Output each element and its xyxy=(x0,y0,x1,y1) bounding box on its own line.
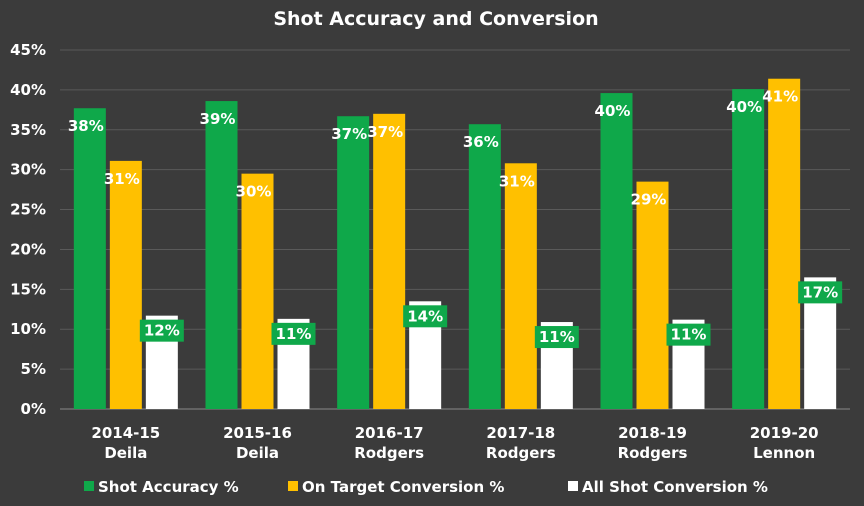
data-label: 37% xyxy=(367,123,403,141)
data-label: 30% xyxy=(236,183,272,201)
data-label-box xyxy=(798,281,843,304)
data-label: 12% xyxy=(144,322,180,340)
data-label: 40% xyxy=(595,102,631,120)
legend-swatch xyxy=(84,481,94,491)
legend-label: On Target Conversion % xyxy=(302,478,504,496)
y-tick-label: 45% xyxy=(10,41,46,59)
y-tick-label: 40% xyxy=(10,81,46,99)
data-label: 40% xyxy=(726,98,762,116)
legend-swatch xyxy=(568,481,578,491)
data-label: 37% xyxy=(331,125,367,143)
bar xyxy=(504,163,537,409)
y-tick-label: 30% xyxy=(10,161,46,179)
data-label: 38% xyxy=(68,117,104,135)
bar xyxy=(468,124,501,410)
data-label-box xyxy=(139,319,184,342)
data-label: 11% xyxy=(276,325,312,343)
data-label: 11% xyxy=(671,326,707,344)
data-label: 14% xyxy=(407,307,443,325)
bar xyxy=(109,160,142,409)
y-tick-label: 0% xyxy=(21,400,46,418)
chart-title: Shot Accuracy and Conversion xyxy=(273,8,598,30)
data-labels: 38% 31% 12% 39% 30% 11% 37% 37% 14% 36% 31% 11% 40% 2… xyxy=(68,88,843,349)
data-label-box xyxy=(534,326,579,349)
x-tick-label: 2016-17 xyxy=(355,424,424,442)
x-tick-label: Deila xyxy=(104,444,147,462)
legend: Shot Accuracy % On Target Conversion % All… xyxy=(84,478,768,496)
bar xyxy=(732,89,765,409)
x-tick-label: 2015-16 xyxy=(223,424,292,442)
legend-label: Shot Accuracy % xyxy=(98,478,239,496)
x-tick-label: 2018-19 xyxy=(618,424,687,442)
data-label: 31% xyxy=(499,172,535,190)
x-tick-label: Deila xyxy=(236,444,279,462)
data-label: 17% xyxy=(802,283,838,301)
y-tick-label: 15% xyxy=(10,280,46,298)
y-tick-label: 35% xyxy=(10,121,46,139)
x-tick-label: 2017-18 xyxy=(486,424,555,442)
x-tick-label: 2019-20 xyxy=(750,424,819,442)
bar xyxy=(636,181,669,409)
data-label: 39% xyxy=(200,110,236,128)
x-tick-label: Rodgers xyxy=(618,444,688,462)
bar xyxy=(337,116,370,410)
data-label: 11% xyxy=(539,328,575,346)
bar xyxy=(600,93,633,409)
y-axis-ticks: 0% 5% 10% 15% 20% 25% 30% 35% 40% 45% xyxy=(10,41,46,418)
data-label-box xyxy=(271,322,316,345)
bar xyxy=(241,173,274,409)
data-label-box xyxy=(666,323,711,346)
x-tick-label: 2014-15 xyxy=(91,424,160,442)
y-tick-label: 10% xyxy=(10,320,46,338)
y-tick-label: 5% xyxy=(21,360,46,378)
y-tick-label: 20% xyxy=(10,240,46,258)
x-axis-ticks: 2014-15 Deila 2015-16 Deila 2016-17 Rodgers 20… xyxy=(91,424,818,462)
data-label: 41% xyxy=(762,88,798,106)
x-tick-label: Rodgers xyxy=(486,444,556,462)
bar xyxy=(768,78,801,409)
bar xyxy=(205,101,238,410)
x-tick-label: Lennon xyxy=(753,444,815,462)
data-label-box xyxy=(403,305,448,328)
bar xyxy=(73,108,106,409)
x-tick-label: Rodgers xyxy=(354,444,424,462)
y-tick-label: 25% xyxy=(10,201,46,219)
legend-label: All Shot Conversion % xyxy=(582,478,768,496)
bar xyxy=(373,113,406,410)
legend-swatch xyxy=(288,481,298,491)
data-label: 29% xyxy=(631,191,667,209)
gridlines xyxy=(60,49,850,410)
data-label: 31% xyxy=(104,170,140,188)
data-label: 36% xyxy=(463,133,499,151)
bars xyxy=(73,78,837,410)
